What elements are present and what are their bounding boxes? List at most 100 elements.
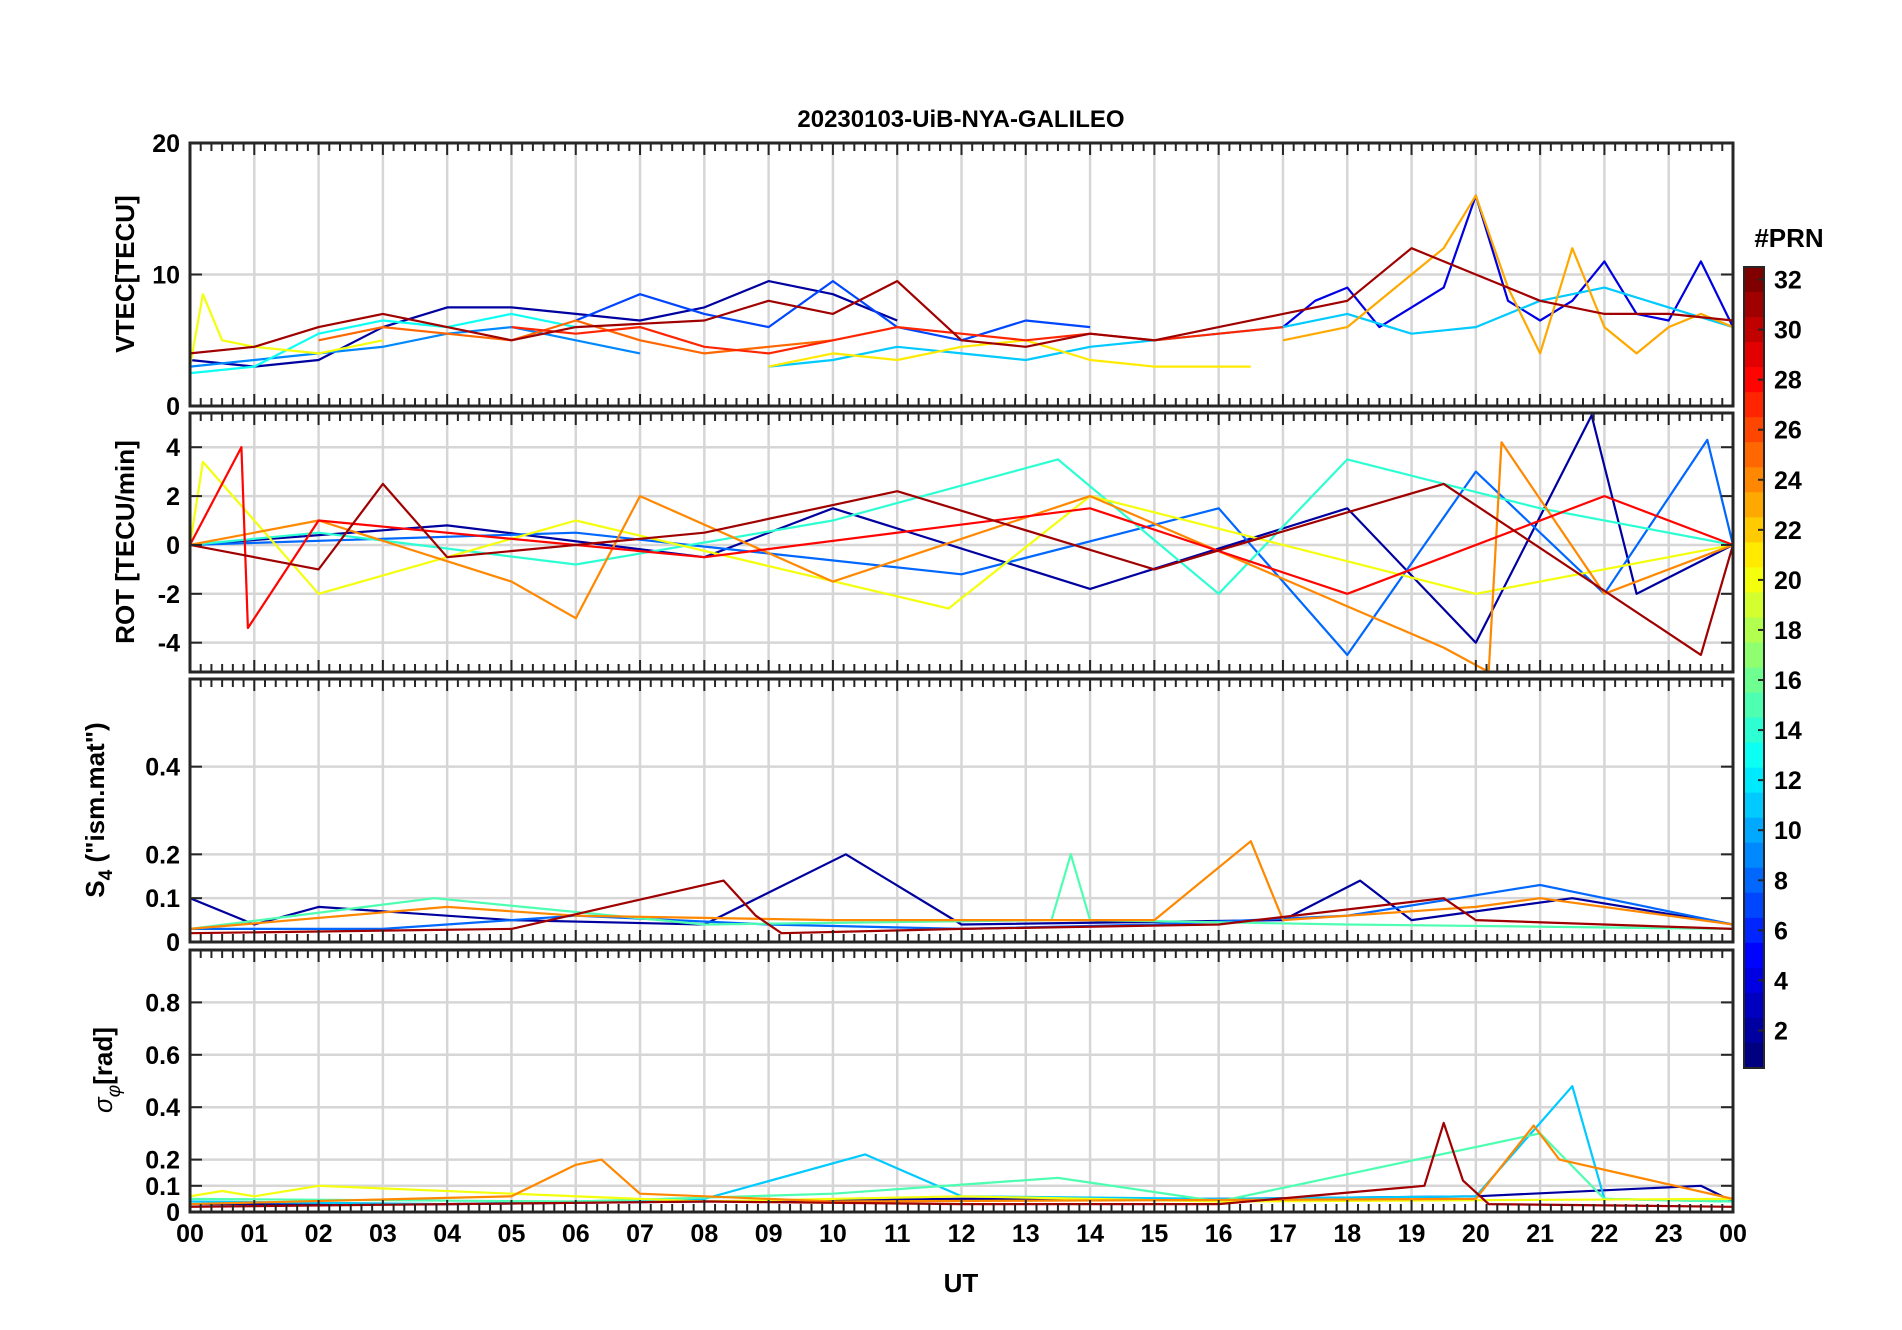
colorbar-segment [1744,892,1764,919]
s4-ytick-label: 0.2 [145,841,180,869]
colorbar-segment [1744,542,1764,568]
colorbar-segment [1744,592,1764,619]
colorbar-segment [1744,992,1764,1019]
colorbar-tick-label: 20 [1774,567,1802,595]
colorbar-segment [1744,842,1764,869]
colorbar-segment [1744,867,1764,894]
colorbar-segment [1744,767,1764,794]
s4-panel: 0 0.1 0.2 0.4 [145,677,1735,957]
vtec-series-prn-25 [318,319,834,355]
colorbar-tick-label: 14 [1774,717,1802,745]
x-tick-label: 17 [1269,1220,1297,1248]
s4-series-prn-15 [190,853,1733,930]
colorbar-tick-label: 26 [1774,417,1802,445]
colorbar-segment [1744,417,1764,443]
colorbar-tick-label: 30 [1774,317,1802,345]
colorbar-segment [1744,342,1764,368]
x-tick-label: 15 [1140,1220,1168,1248]
x-tick-label: 21 [1526,1220,1554,1248]
rot-series-prn-2 [190,414,1733,644]
rot-ytick-label: 2 [166,483,180,511]
vtec-ytick-label: 10 [152,262,180,290]
colorbar-segment [1744,967,1764,994]
x-tick-label: 02 [305,1220,333,1248]
colorbar-segment [1744,492,1764,518]
x-tick-label: 09 [755,1220,783,1248]
colorbar-segment [1744,942,1764,969]
colorbar-segment [1744,917,1764,944]
colorbar-segment [1744,467,1764,493]
colorbar-tick-label: 16 [1774,667,1802,695]
x-tick-label: 08 [690,1220,718,1248]
colorbar-segment [1744,317,1764,343]
colorbar-label: #PRN [1754,223,1823,253]
vtec-series-group [190,194,1733,375]
rot-series-prn-28 [190,446,1733,630]
rot-series-prn-8 [190,438,1733,657]
x-tick-label: 01 [240,1220,268,1248]
s4-series-prn-24 [190,840,1733,930]
colorbar-segment [1744,267,1764,293]
x-tick-label: 04 [433,1220,461,1248]
colorbar-segment [1744,817,1764,844]
vtec-series-prn-7 [575,280,1091,342]
colorbar-segment [1744,717,1764,744]
x-tick-label: 11 [884,1220,911,1248]
sigma-ytick-label: 0.1 [145,1173,180,1201]
vtec-series-prn-23 [1282,194,1733,355]
colorbar-tick-label: 10 [1774,817,1802,845]
s4-ytick-label: 0 [166,929,180,957]
colorbar-segment [1744,292,1764,318]
s4-ytick-label: 0.1 [145,885,180,913]
x-tick-label: 03 [369,1220,397,1248]
sigma-ytick-label: 0.8 [145,989,180,1017]
rot-series-group [190,414,1733,672]
rot-panel: -4 -2 0 2 4 [158,411,1735,674]
rot-series-prn-14 [190,458,1733,595]
colorbar-segment [1744,367,1764,393]
colorbar-segment [1744,442,1764,468]
colorbar-segment [1744,517,1764,543]
vtec-frame [188,141,1735,408]
s4-ytick-label: 0.4 [145,754,180,782]
sigma-ylabel: σφ[rad] [88,1027,125,1113]
s4-frame [188,677,1735,944]
x-tick-label: 05 [498,1220,526,1248]
sigma-frame [188,948,1735,1214]
x-tick-label: 06 [562,1220,590,1248]
colorbar-tick-label: 6 [1774,917,1788,945]
vtec-ytick-label: 20 [152,130,180,158]
sigma-ytick-label: 0.6 [145,1042,180,1070]
vtec-series-prn-9 [190,326,641,368]
rot-ytick-label: 0 [166,532,180,560]
colorbar-tick-label: 24 [1774,467,1802,495]
x-axis-label: UT [944,1268,979,1298]
x-tick-label: 19 [1398,1220,1426,1248]
colorbar-tick-label: 2 [1774,1017,1788,1045]
rot-ytick-label: -4 [158,630,180,658]
rot-ytick-label: -2 [158,581,180,609]
colorbar-segment [1744,667,1764,694]
x-tick-label: 23 [1655,1220,1683,1248]
x-tick-label: 16 [1205,1220,1233,1248]
x-tick-label: 20 [1462,1220,1490,1248]
colorbar-segment [1744,1017,1764,1044]
colorbar-segment [1744,392,1764,418]
colorbar-segment [1744,792,1764,819]
figure-title: 20230103-UiB-NYA-GALILEO [797,106,1124,133]
colorbar-segment [1744,567,1764,594]
x-tick-label: 18 [1333,1220,1361,1248]
vtec-series-prn-4 [1282,194,1733,329]
vtec-series-prn-31 [190,247,1733,355]
colorbar-segment [1744,742,1764,769]
x-tick-labels: 00 01 02 03 04 05 06 07 08 09 10 11 12 13 14 15 16 17 18 19… [176,1220,1747,1248]
vtec-series-prn-13 [190,312,577,375]
s4-series-prn-31 [190,879,1733,935]
x-tick-label: 14 [1076,1220,1104,1248]
rot-ytick-label: 4 [166,434,180,462]
x-tick-label: 07 [626,1220,654,1248]
colorbar-tick-label: 4 [1774,967,1788,995]
colorbar-segment [1744,642,1764,669]
x-tick-label: 12 [948,1220,976,1248]
